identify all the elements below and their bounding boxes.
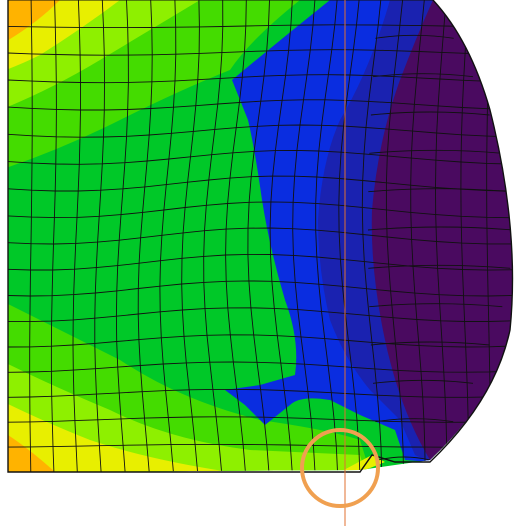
mesh-cap-line	[370, 111, 490, 116]
mesh-cap-line	[367, 226, 513, 231]
band-orange-top	[8, 0, 60, 45]
mesh-column-line	[94, 0, 105, 472]
mesh-column-line	[460, 0, 470, 472]
mesh-cap-line	[375, 418, 454, 423]
mesh-cap-line	[368, 264, 511, 269]
mesh-column-line	[115, 0, 129, 472]
body-outline	[7, 0, 514, 473]
band-notch-yellow	[340, 455, 385, 472]
mesh-column-line	[159, 0, 177, 472]
mesh-cap-line	[372, 73, 474, 78]
mesh-column-line	[137, 0, 153, 472]
mesh-cap-line	[368, 188, 511, 193]
mesh-column-line	[269, 0, 293, 472]
mesh-cap-line	[370, 341, 490, 346]
mesh-column-line	[181, 0, 200, 472]
mesh-cap-line	[372, 379, 474, 384]
mesh-column-line	[50, 0, 57, 472]
mesh-column-line	[410, 0, 426, 472]
mesh-column-line	[361, 0, 383, 472]
highlight-ring	[300, 428, 380, 508]
mesh-column-line	[435, 0, 448, 472]
mesh-cap-line	[369, 149, 503, 154]
mesh-column-line	[292, 0, 316, 472]
mesh-grid	[8, 0, 513, 472]
mesh-cap-line	[369, 303, 503, 308]
mesh-column-line	[247, 0, 270, 472]
mesh-column-line	[385, 0, 404, 472]
mesh-column-line	[29, 0, 33, 472]
mesh-cap-line	[375, 34, 454, 39]
band-yellow-bottom	[8, 400, 230, 472]
mesh-column-line	[72, 0, 81, 472]
mesh-column-line	[225, 0, 247, 472]
mesh-column-line	[203, 0, 224, 472]
band-orange-bottom	[8, 430, 55, 472]
mesh-column-line	[315, 0, 338, 472]
mesh-cap-line	[377, 456, 431, 461]
mesh-column-line	[338, 0, 361, 472]
